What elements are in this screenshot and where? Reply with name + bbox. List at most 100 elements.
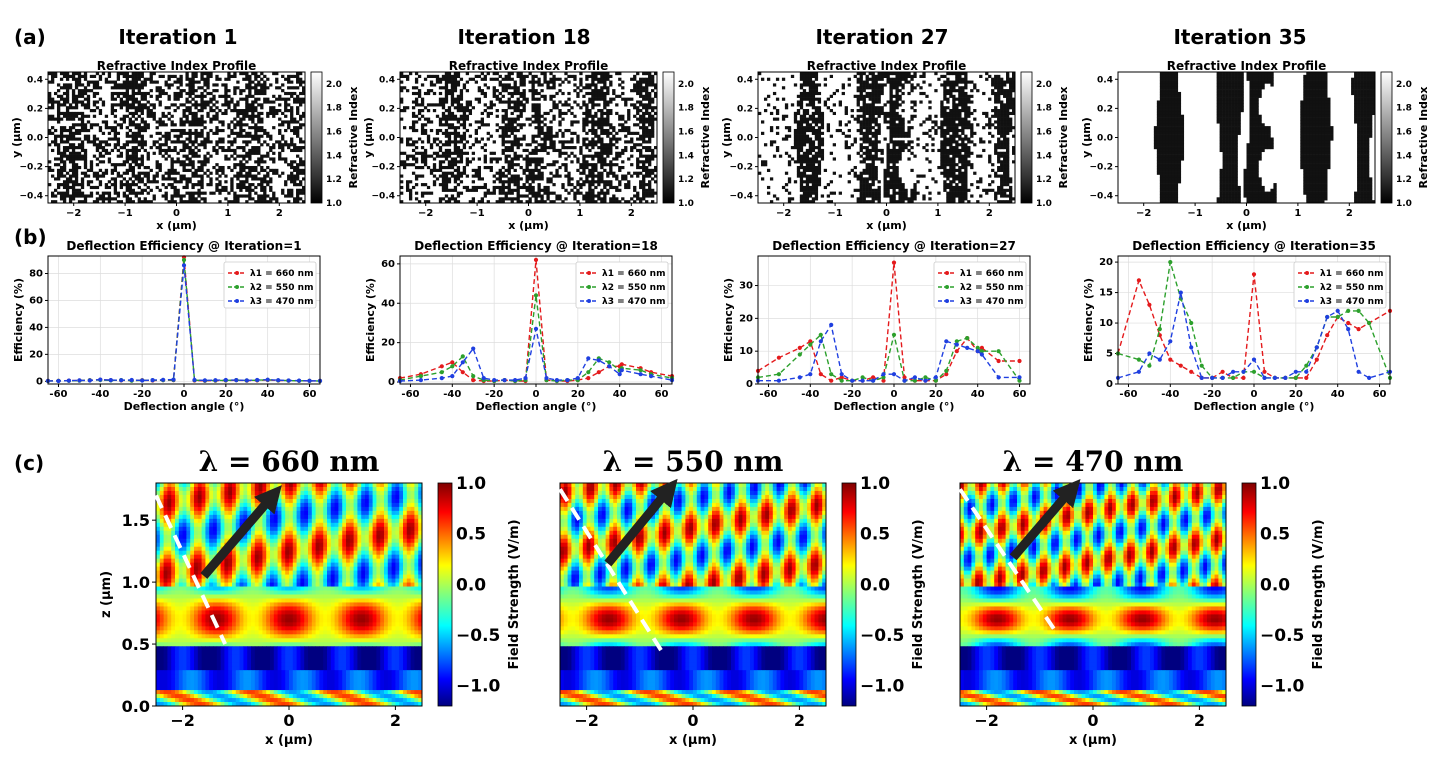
index-pixel <box>811 83 816 87</box>
index-pixel <box>65 77 70 81</box>
index-pixel <box>137 165 141 170</box>
index-pixel <box>997 94 1001 98</box>
index-pixel <box>188 120 192 124</box>
index-pixel <box>453 157 458 161</box>
index-pixel <box>468 160 473 164</box>
index-pixel <box>80 103 85 107</box>
index-pixel <box>645 183 649 187</box>
index-pixel <box>408 126 413 130</box>
index-pixel <box>176 140 180 144</box>
index-pixel <box>579 183 583 187</box>
index-pixel <box>820 151 825 155</box>
index-pixel <box>104 183 109 187</box>
index-pixel <box>555 197 559 201</box>
index-pixel <box>591 163 595 167</box>
index-pixel <box>62 91 67 96</box>
index-pixel <box>946 143 950 147</box>
index-pixel <box>128 117 132 121</box>
index-pixel <box>507 146 511 150</box>
index-pixel <box>146 91 150 96</box>
index-pixel <box>636 165 640 170</box>
index-pixel <box>95 143 100 147</box>
index-pixel <box>230 200 234 204</box>
index-pixel <box>898 72 902 76</box>
index-pixel <box>519 100 523 104</box>
index-pixel <box>537 177 541 181</box>
index-pixel <box>618 94 622 98</box>
index-pixel <box>606 74 610 78</box>
index-pixel <box>98 74 103 78</box>
index-pixel <box>248 77 252 81</box>
index-pixel <box>1012 134 1016 138</box>
index-pixel <box>519 200 523 204</box>
index-pixel <box>134 111 138 116</box>
index-pixel <box>453 177 458 181</box>
index-pixel <box>432 183 437 187</box>
index-pixel <box>80 128 85 133</box>
index-pixel <box>588 183 592 187</box>
index-pixel <box>194 191 198 195</box>
index-pixel <box>513 140 517 144</box>
index-pixel <box>131 106 135 110</box>
index-pixel <box>134 174 138 178</box>
index-pixel <box>119 163 124 167</box>
index-pixel <box>651 171 655 175</box>
index-pixel <box>636 160 640 164</box>
index-pixel <box>152 103 156 107</box>
index-pixel <box>525 174 529 178</box>
index-pixel <box>883 114 887 118</box>
index-pixel <box>113 137 118 141</box>
index-pixel <box>143 103 147 107</box>
index-pixel <box>516 74 520 78</box>
index-pixel <box>65 106 70 110</box>
index-pixel <box>155 160 159 164</box>
index-pixel <box>787 126 792 130</box>
index-pixel <box>820 126 825 130</box>
index-pixel <box>400 151 404 155</box>
index-pixel <box>62 148 67 153</box>
index-pixel <box>811 72 816 76</box>
index-pixel <box>158 168 162 172</box>
index-pixel <box>820 131 825 135</box>
index-pixel <box>543 165 547 170</box>
index-pixel <box>83 148 88 153</box>
index-pixel <box>585 137 589 141</box>
index-pixel <box>621 117 625 121</box>
index-pixel <box>242 109 246 113</box>
index-pixel <box>516 72 520 76</box>
index-pixel <box>456 183 461 187</box>
index-pixel <box>242 72 246 76</box>
index-pixel <box>609 183 613 187</box>
index-pixel <box>408 163 413 167</box>
index-pixel <box>296 188 300 192</box>
index-pixel <box>65 74 70 78</box>
index-pixel <box>549 137 553 141</box>
index-pixel <box>949 140 953 144</box>
index-pixel <box>134 123 138 127</box>
index-pixel <box>50 72 55 76</box>
index-pixel <box>137 157 141 161</box>
index-pixel <box>817 137 822 141</box>
index-pixel <box>516 91 520 96</box>
index-pixel <box>543 123 547 127</box>
index-pixel <box>570 146 574 150</box>
index-pixel <box>955 97 959 101</box>
index-pixel <box>892 103 896 107</box>
index-pixel <box>651 74 655 78</box>
index-pixel <box>128 97 132 101</box>
index-pixel <box>134 191 138 195</box>
index-pixel <box>218 191 222 195</box>
index-pixel <box>278 140 282 144</box>
index-pixel <box>299 168 303 172</box>
index-pixel <box>239 146 243 150</box>
index-pixel <box>859 91 863 96</box>
index-pixel <box>477 157 481 161</box>
index-pixel <box>480 111 484 116</box>
index-pixel <box>188 94 192 98</box>
index-pixel <box>997 143 1001 147</box>
index-pixel <box>182 165 186 170</box>
index-pixel <box>245 109 249 113</box>
index-pixel <box>859 123 863 127</box>
index-pixel <box>537 183 541 187</box>
index-pixel <box>444 91 449 96</box>
